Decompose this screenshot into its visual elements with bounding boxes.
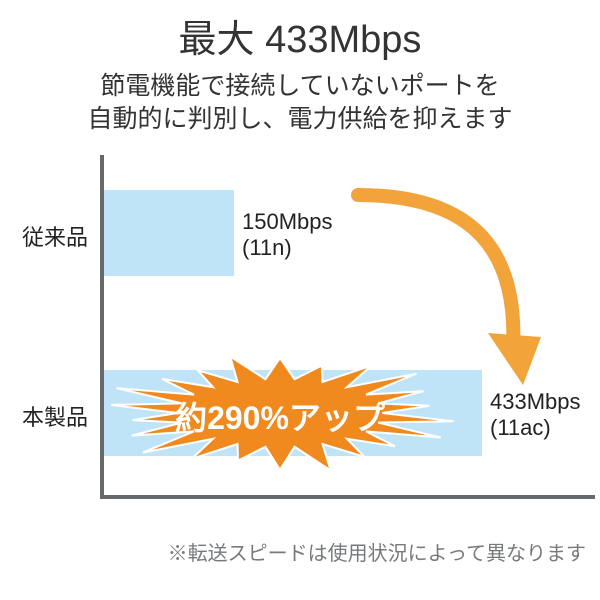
bar-label-legacy: 従来品 (0, 220, 88, 252)
chart-x-axis (100, 495, 595, 499)
footnote: ※転送スピードは使用状況によって異なります (168, 537, 586, 566)
bar-value-legacy: 150Mbps (11n) (242, 209, 333, 262)
bar-value-product: 433Mbps (11ac) (490, 389, 581, 442)
bar-value-product-sub: (11ac) (490, 415, 551, 440)
bar-label-product: 本製品 (0, 400, 88, 432)
comparison-bar-chart: 従来品 150Mbps (11n) 本製品 433Mbps (11ac) 約29… (0, 155, 600, 525)
bar-value-legacy-sub: (11n) (242, 235, 292, 260)
bar-legacy (104, 190, 234, 276)
subtitle-line2: 自動的に判別し、電力供給を抑えます (87, 105, 512, 133)
bar-value-legacy-text: 150Mbps (242, 209, 333, 234)
page-subtitle: 節電機能で接続していないポートを 自動的に判別し、電力供給を抑えます (0, 70, 600, 138)
bar-value-product-text: 433Mbps (490, 389, 581, 414)
page-title: 最大 433Mbps (0, 0, 600, 64)
subtitle-line1: 節電機能で接続していないポートを (100, 72, 499, 100)
title-text: 最大 433Mbps (179, 19, 422, 61)
bar-product (104, 370, 482, 456)
